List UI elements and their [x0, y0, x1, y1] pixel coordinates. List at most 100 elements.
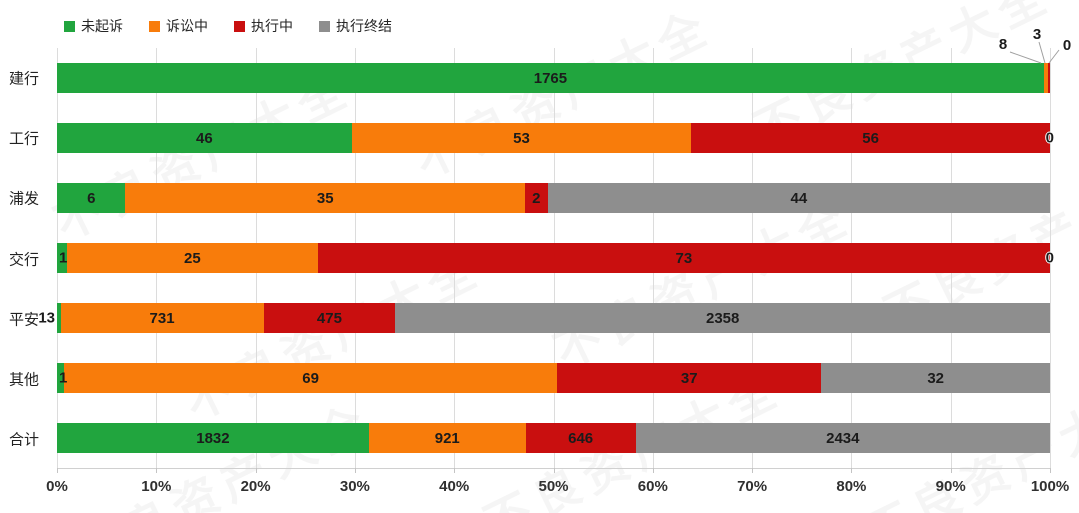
bar-segment: 69 — [64, 363, 558, 393]
segment-label: 646 — [568, 429, 594, 447]
segment-label: 73 — [675, 249, 693, 267]
bar-segment: 44 — [547, 183, 1050, 213]
x-tick-label: 40% — [439, 478, 470, 495]
bar-segment: 32 — [821, 363, 1050, 393]
stacked-bar: 1 25 73 0 — [57, 243, 1054, 273]
segment-label: 2434 — [826, 429, 860, 447]
segment-label: 731 — [149, 309, 175, 327]
legend-item: 执行终结 — [319, 16, 392, 36]
x-tick-label: 30% — [339, 478, 370, 495]
bar-segment: 25 — [67, 243, 318, 273]
bar-segment: 1832 — [57, 423, 369, 453]
legend-label: 执行终结 — [336, 18, 392, 34]
segment-label: 35 — [316, 189, 334, 207]
segment-label: 13 — [38, 309, 55, 327]
bar-row: 1765 — [57, 48, 1050, 108]
axis-tick-mark — [354, 468, 356, 473]
bar-segment: 2 — [524, 183, 548, 213]
segment-label: 37 — [680, 369, 698, 387]
axis-tick-mark — [851, 468, 853, 473]
category-label: 建行 — [9, 70, 40, 88]
bar-segment: 475 — [263, 303, 396, 333]
stacked-bar: 13 731 475 2358 — [38, 303, 1050, 333]
bar-row: 1832 921 646 2434 — [57, 408, 1050, 468]
axis-tick-mark — [553, 468, 555, 473]
segment-label: 1 — [59, 369, 68, 387]
x-tick-label: 60% — [637, 478, 668, 495]
bar-segment: 1765 — [57, 63, 1044, 93]
stacked-bar: 1832 921 646 2434 — [57, 423, 1050, 453]
legend-swatch — [234, 20, 245, 32]
bar-segment: 35 — [125, 183, 525, 213]
stacked-bar: 6 35 2 44 — [57, 183, 1050, 213]
bar-row: 1 69 37 32 — [57, 348, 1050, 408]
segment-label: 2358 — [705, 309, 740, 327]
bar-segment: 53 — [351, 123, 692, 153]
segment-label: 0 — [1045, 249, 1054, 267]
segment-label: 53 — [513, 129, 530, 147]
segment-label: 32 — [927, 369, 945, 387]
segment-label: 25 — [184, 249, 201, 267]
axis-tick-mark — [752, 468, 754, 473]
segment-label: 2 — [532, 189, 541, 207]
bar-row: 6 35 2 44 — [57, 168, 1050, 228]
legend-item: 未起诉 — [64, 16, 123, 36]
chart-area: 1765 46 53 56 0 6 35 2 44 1 25 73 0 13 731 475 2358 1 69 37… — [0, 48, 1069, 495]
legend-item: 诉讼中 — [149, 16, 208, 36]
x-tick-label: 0% — [46, 478, 68, 495]
x-axis: 0% 10% 20% 30% 40% 50% 60% 70% 80% 90% 100% — [46, 469, 1069, 499]
x-tick-label: 100% — [1030, 478, 1070, 495]
category-label: 平安 — [9, 311, 40, 329]
legend-label: 执行中 — [251, 18, 293, 34]
bar-segment — [57, 243, 68, 273]
axis-tick-mark — [255, 468, 257, 473]
x-tick-label: 80% — [836, 478, 867, 495]
bar-segment: 2434 — [635, 423, 1050, 453]
legend-label: 诉讼中 — [166, 18, 208, 34]
callout-value-label: 0 — [1062, 37, 1072, 54]
x-tick-label: 10% — [141, 478, 172, 495]
bar-segment: 46 — [57, 123, 352, 153]
axis-tick-mark — [156, 468, 158, 473]
segment-label: 1832 — [196, 429, 230, 447]
bar-segment — [57, 363, 65, 393]
bar-segment — [1043, 63, 1049, 93]
gridline — [1050, 48, 1051, 468]
bar-segment: 6 — [57, 183, 126, 213]
axis-tick-mark — [950, 468, 952, 473]
legend-swatch — [149, 20, 160, 32]
segment-label: 46 — [196, 129, 213, 147]
category-label: 浦发 — [9, 190, 40, 208]
bar-row: 13 731 475 2358 — [38, 288, 1050, 348]
bar-segment: 731 — [60, 303, 264, 333]
category-label: 合计 — [9, 431, 40, 449]
axis-tick-mark — [454, 468, 456, 473]
segment-label: 69 — [302, 369, 319, 387]
bar-segment — [1048, 63, 1050, 93]
category-label: 其他 — [9, 371, 40, 389]
segment-label: 44 — [790, 189, 808, 207]
segment-label: 921 — [434, 429, 460, 447]
axis-tick-mark — [652, 468, 654, 473]
stacked-bar: 1765 — [57, 63, 1050, 93]
legend-item: 执行中 — [234, 16, 293, 36]
callout-value-label: 3 — [1032, 26, 1042, 43]
tiny-segment-callout: 8 3 0 — [983, 26, 1079, 64]
bar-segment: 646 — [525, 423, 636, 453]
bar-segment: 921 — [368, 423, 526, 453]
axis-tick-mark — [57, 468, 58, 473]
segment-label: 0 — [1045, 129, 1054, 147]
callout-leader-lines — [1009, 41, 1060, 64]
legend-label: 未起诉 — [81, 18, 123, 34]
bar-row: 46 53 56 0 — [57, 108, 1054, 168]
bar-segment — [57, 303, 61, 333]
segment-label: 475 — [316, 309, 342, 327]
bar-segment: 2358 — [395, 303, 1050, 333]
segment-label: 1765 — [533, 69, 568, 87]
x-tick-label: 90% — [935, 478, 966, 495]
legend-swatch — [64, 20, 75, 32]
stacked-bar: 46 53 56 0 — [57, 123, 1054, 153]
plot-area: 1765 46 53 56 0 6 35 2 44 1 25 73 0 13 731 475 2358 1 69 37… — [38, 48, 1054, 473]
bar-segment: 56 — [691, 123, 1050, 153]
